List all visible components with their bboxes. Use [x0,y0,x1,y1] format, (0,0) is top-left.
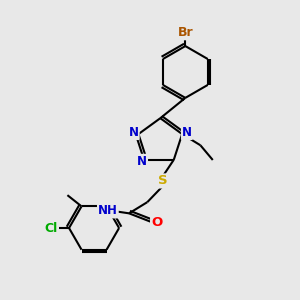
Text: Cl: Cl [45,221,58,235]
Text: N: N [182,126,192,139]
Text: NH: NH [98,205,118,218]
Text: N: N [137,155,147,168]
Text: Br: Br [178,26,193,39]
Text: O: O [151,216,162,229]
Text: N: N [129,126,139,139]
Text: S: S [158,174,167,188]
